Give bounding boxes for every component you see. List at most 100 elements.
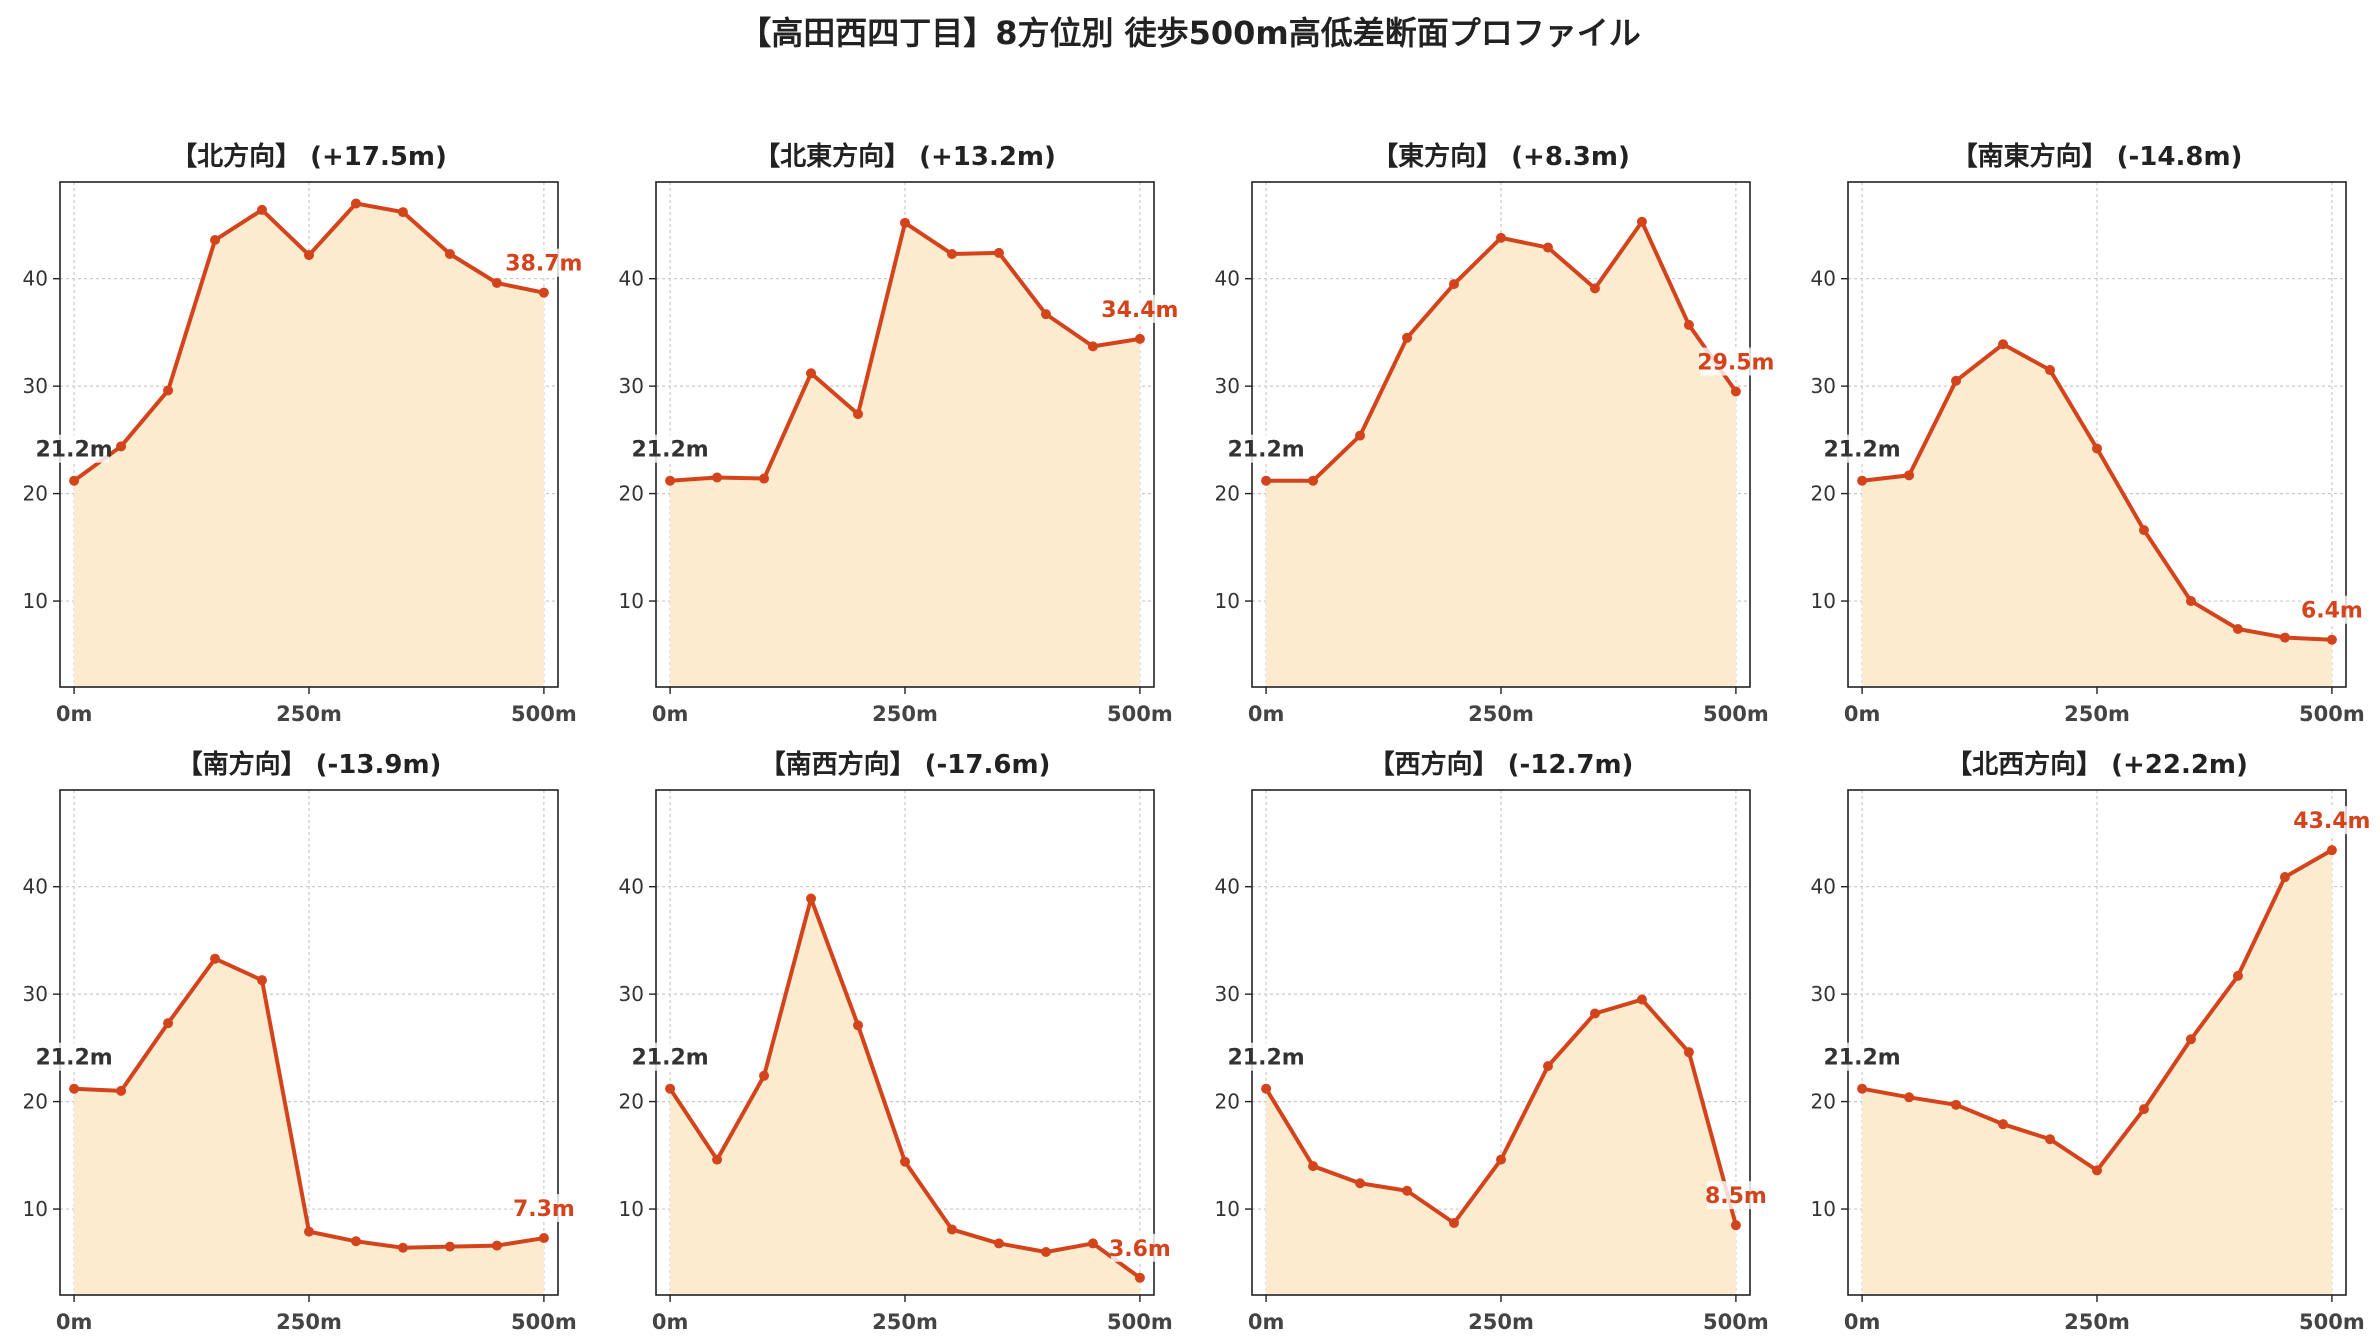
data-point — [1730, 386, 1741, 397]
x-tick-label: 250m — [276, 702, 342, 726]
data-point — [712, 1154, 723, 1165]
profile-area — [670, 898, 1140, 1295]
x-tick-label: 500m — [2299, 1310, 2365, 1334]
data-point — [1449, 1218, 1460, 1229]
data-point — [1355, 1178, 1366, 1189]
data-point — [350, 1236, 361, 1247]
panels: 10 20 30 40 0m 250m 500m 【北方向】 (+17.5m) 21.2m 38.… — [23, 141, 2371, 1334]
data-point — [900, 1156, 910, 1167]
data-point — [853, 409, 864, 420]
panel-title: 【北方向】 (+17.5m) — [171, 141, 447, 172]
data-point — [1542, 242, 1553, 253]
data-point — [1040, 309, 1051, 320]
start-label-bg — [1827, 434, 1898, 463]
start-elevation-label: 21.2m — [1823, 438, 1900, 463]
data-point — [257, 975, 268, 986]
data-point — [1040, 1247, 1051, 1258]
y-tick-label: 10 — [619, 589, 644, 613]
x-tick-label: 0m — [1248, 702, 1285, 726]
panel-1: 10 20 30 40 0m 250m 500m 【北東方向】 (+13.2m) 21.2m 34… — [619, 141, 1179, 726]
data-point — [712, 472, 723, 483]
data-point — [946, 248, 957, 259]
y-tick-label: 10 — [23, 589, 48, 613]
data-point — [444, 1241, 455, 1252]
data-point — [1134, 1272, 1145, 1283]
data-point — [2279, 632, 2290, 643]
data-point — [993, 247, 1004, 258]
x-tick-label: 250m — [1468, 1310, 1534, 1334]
data-point — [1998, 339, 2009, 350]
start-label-bg — [1231, 434, 1302, 463]
data-point — [1496, 232, 1506, 243]
profile-area — [74, 958, 544, 1295]
panel-7: 10 20 30 40 0m 250m 500m 【北西方向】 (+22.2m) 21.2m 43… — [1811, 749, 2371, 1334]
data-point — [1496, 1154, 1506, 1165]
y-tick-label: 20 — [619, 482, 644, 506]
data-point — [69, 475, 80, 486]
y-tick-label: 20 — [1215, 482, 1240, 506]
data-point — [1134, 333, 1145, 344]
y-tick-label: 40 — [1811, 267, 1836, 291]
start-label-bg — [1231, 1042, 1302, 1071]
data-point — [1857, 475, 1868, 486]
panel-title: 【西方向】 (-12.7m) — [1369, 749, 1634, 780]
profile-area — [1862, 850, 2332, 1295]
x-tick-label: 250m — [276, 1310, 342, 1334]
profile-area — [74, 203, 544, 687]
data-point — [304, 250, 314, 261]
y-tick-label: 20 — [1811, 482, 1836, 506]
panel-title: 【南方向】 (-13.9m) — [177, 749, 442, 780]
y-tick-label: 40 — [619, 875, 644, 899]
data-point — [163, 385, 174, 396]
x-tick-label: 500m — [1107, 702, 1173, 726]
profile-area — [1266, 999, 1736, 1295]
data-point — [1402, 332, 1413, 343]
x-tick-label: 500m — [511, 702, 577, 726]
data-point — [1589, 283, 1600, 294]
data-point — [1261, 475, 1272, 486]
end-label-bg — [508, 248, 580, 277]
data-point — [1087, 1238, 1098, 1249]
profile-area — [670, 222, 1140, 688]
end-elevation-label: 7.3m — [513, 1197, 575, 1222]
panel-5: 10 20 30 40 0m 250m 500m 【南西方向】 (-17.6m) 21.2m 3.… — [619, 749, 1173, 1334]
x-tick-label: 250m — [2064, 702, 2130, 726]
data-point — [538, 287, 549, 298]
end-elevation-label: 29.5m — [1697, 351, 1774, 376]
start-elevation-label: 21.2m — [35, 1046, 112, 1071]
y-tick-label: 30 — [1215, 374, 1240, 398]
data-point — [2326, 634, 2337, 645]
panel-title: 【東方向】 (+8.3m) — [1372, 141, 1630, 172]
data-point — [853, 1020, 864, 1031]
data-point — [1402, 1185, 1413, 1196]
data-point — [116, 1085, 127, 1096]
end-label-bg — [2302, 595, 2361, 624]
y-tick-label: 30 — [1215, 982, 1240, 1006]
y-tick-label: 40 — [1215, 267, 1240, 291]
data-point — [1449, 279, 1460, 290]
data-point — [397, 1242, 408, 1253]
x-tick-label: 500m — [511, 1310, 577, 1334]
y-tick-label: 20 — [23, 482, 48, 506]
x-tick-label: 500m — [1107, 1310, 1173, 1334]
data-point — [2326, 845, 2337, 856]
panel-2: 10 20 30 40 0m 250m 500m 【東方向】 (+8.3m) 21.2m 29.5… — [1215, 141, 1775, 726]
start-elevation-label: 21.2m — [35, 438, 112, 463]
end-label-bg — [1104, 294, 1176, 323]
data-point — [397, 207, 408, 218]
data-point — [759, 1070, 770, 1081]
panel-0: 10 20 30 40 0m 250m 500m 【北方向】 (+17.5m) 21.2m 38.… — [23, 141, 583, 726]
x-tick-label: 0m — [1844, 1310, 1881, 1334]
end-label-bg — [514, 1194, 573, 1223]
data-point — [1308, 1161, 1319, 1172]
end-elevation-label: 38.7m — [505, 252, 582, 277]
y-tick-label: 30 — [1811, 374, 1836, 398]
data-point — [210, 235, 221, 246]
panel-title: 【南東方向】 (-14.8m) — [1952, 141, 2243, 172]
data-point — [2045, 1134, 2056, 1145]
data-point — [2092, 1165, 2102, 1176]
profile-area — [1266, 221, 1736, 688]
end-label-bg — [1700, 347, 1772, 376]
data-point — [304, 1226, 314, 1237]
